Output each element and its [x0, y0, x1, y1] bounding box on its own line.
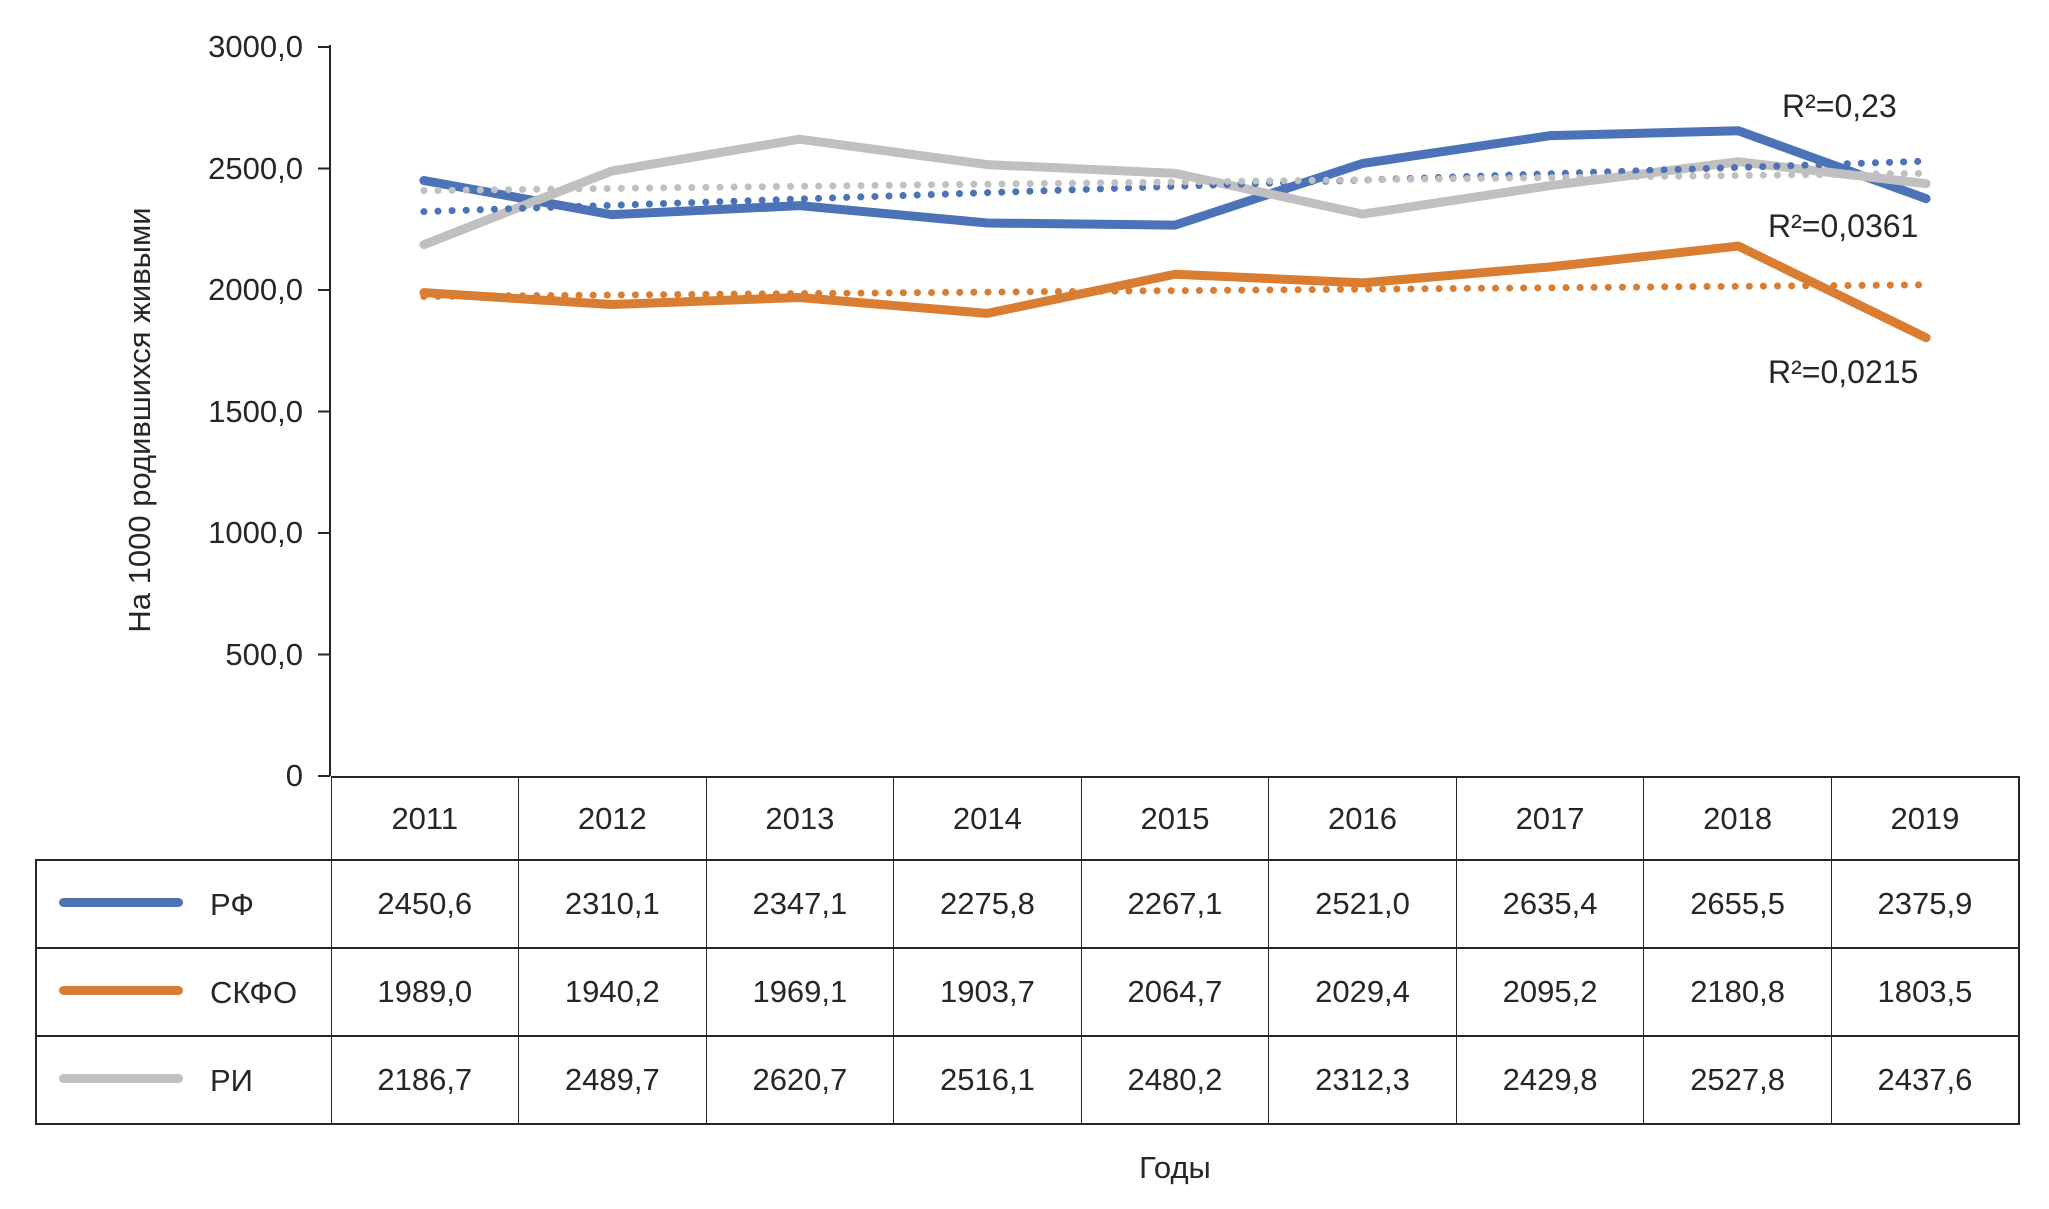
year-header-cell: 2012: [518, 776, 707, 861]
y-tick-label: 500,0: [225, 637, 303, 672]
y-tick-label: 0: [285, 758, 303, 793]
series-line-rf: [419, 126, 1931, 230]
table-cell: 2437,6: [1830, 1035, 2020, 1125]
ri-line-swatch: [59, 1074, 183, 1084]
year-header-cell: 2011: [330, 776, 520, 861]
table-cell: 2029,4: [1268, 947, 1457, 1037]
table-cell: 2375,9: [1830, 859, 2020, 949]
x-axis-title: Годы: [1139, 1150, 1211, 1185]
table-cell: 2310,1: [518, 859, 707, 949]
table-cell: 2429,8: [1455, 1035, 1645, 1125]
ghost-cell: [36, 777, 331, 860]
trendline-ri: [420, 169, 1930, 195]
series-label: РИ: [210, 1062, 253, 1098]
table-cell: 2186,7: [330, 1035, 520, 1125]
table-cell: 2180,8: [1643, 947, 1832, 1037]
r2-annotation-rf: R²=0,23: [1782, 88, 1897, 124]
series-label: РФ: [210, 886, 254, 922]
year-header-cell: 2014: [893, 776, 1082, 861]
y-tick-label: 3000,0: [208, 29, 303, 64]
series-label: СКФО: [210, 974, 298, 1010]
year-header-cell: 2013: [705, 776, 895, 861]
year-header-cell: 2015: [1080, 776, 1270, 861]
table-cell: 2620,7: [705, 1035, 895, 1125]
table-row-ri: РИ 2186,7 2489,7 2620,7 2516,1 2480,2 23…: [35, 1035, 2020, 1125]
table-cell: 2655,5: [1643, 859, 1832, 949]
table-row-rf: РФ 2450,6 2310,1 2347,1 2275,8 2267,1 25…: [35, 859, 2020, 949]
rf-line-swatch: [59, 898, 183, 908]
skfo-line-swatch: [59, 986, 183, 996]
y-tick-label: 2000,0: [208, 272, 303, 307]
trendline-skfo: [420, 281, 1930, 300]
table-cell: 1940,2: [518, 947, 707, 1037]
year-header-row: 2011 2012 2013 2014 2015 2016 2017 2018 …: [36, 776, 2020, 861]
table-cell: 2635,4: [1455, 859, 1645, 949]
y-tick-label: 2500,0: [208, 151, 303, 186]
table-cell: 2064,7: [1080, 947, 1270, 1037]
table-cell: 1803,5: [1830, 947, 2020, 1037]
table-cell: 1903,7: [893, 947, 1082, 1037]
table-cell: 2267,1: [1080, 859, 1270, 949]
line-plot: [318, 45, 1931, 777]
data-table: 2011 2012 2013 2014 2015 2016 2017 2018 …: [35, 776, 2020, 1125]
year-header-cell: 2017: [1455, 776, 1645, 861]
table-cell: 2450,6: [330, 859, 520, 949]
year-header-cell: 2016: [1268, 776, 1457, 861]
r2-annotation-ri: R²=0,0361: [1768, 208, 1919, 244]
table-cell: 2489,7: [518, 1035, 707, 1125]
table-cell: 2516,1: [893, 1035, 1082, 1125]
table-cell: 2521,0: [1268, 859, 1457, 949]
trendline-rf: [420, 157, 1930, 216]
y-tick-label: 1000,0: [208, 515, 303, 550]
legend-cell-ri: РИ: [35, 1035, 332, 1125]
table-cell: 2527,8: [1643, 1035, 1832, 1125]
table-cell: 2480,2: [1080, 1035, 1270, 1125]
year-header-cell: 2018: [1643, 776, 1832, 861]
legend-cell-skfo: СКФО: [35, 947, 332, 1037]
r2-annotation-skfo: R²=0,0215: [1768, 354, 1919, 390]
table-cell: 2347,1: [705, 859, 895, 949]
series-line-skfo: [419, 241, 1931, 343]
table-cell: 1989,0: [330, 947, 520, 1037]
table-row-skfo: СКФО 1989,0 1940,2 1969,1 1903,7 2064,7 …: [35, 947, 2020, 1037]
year-header-cell: 2019: [1830, 776, 2020, 861]
table-cell: 2095,2: [1455, 947, 1645, 1037]
table-cell: 2312,3: [1268, 1035, 1457, 1125]
legend-cell-rf: РФ: [35, 859, 332, 949]
table-cell: 2275,8: [893, 859, 1082, 949]
table-cell: 1969,1: [705, 947, 895, 1037]
y-tick-label: 1500,0: [208, 394, 303, 429]
